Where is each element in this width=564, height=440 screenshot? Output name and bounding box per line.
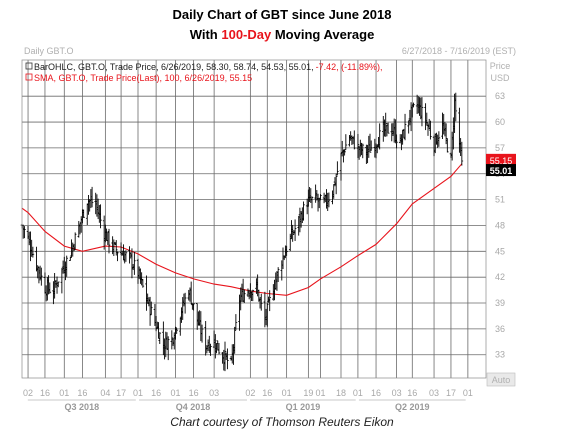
x-tick-label: 04 bbox=[100, 388, 110, 398]
chart-subtitle: With 100-Day Moving Average bbox=[0, 27, 564, 42]
price-axis-currency: USD bbox=[490, 73, 510, 83]
y-tick-label: 39 bbox=[495, 298, 505, 308]
y-tick-label: 51 bbox=[495, 195, 505, 205]
x-tick-label: 17 bbox=[116, 388, 126, 398]
sma-legend-text: SMA, GBT.O, Trade Price(Last), 100, 6/26… bbox=[34, 73, 252, 83]
auto-scale-label: Auto bbox=[492, 375, 511, 385]
x-tick-label: 03 bbox=[392, 388, 402, 398]
chart-title: Daily Chart of GBT since June 2018 bbox=[172, 7, 392, 22]
sma-legend-icon bbox=[25, 73, 33, 81]
x-tick-label: 16 bbox=[371, 388, 381, 398]
date-axis: 02 16 01 16 04 17 01 16 01 16 03 02 16 01 19 01 18 01 16 03… bbox=[23, 388, 473, 412]
x-tick-label: 16 bbox=[262, 388, 272, 398]
y-tick-label: 60 bbox=[495, 117, 505, 127]
x-tick-label: 16 bbox=[77, 388, 87, 398]
chart-date-range: 6/27/2018 - 7/16/2019 (EST) bbox=[402, 46, 516, 56]
x-tick-label: 01 bbox=[133, 388, 143, 398]
quarter-label: Q2 2019 bbox=[395, 402, 430, 412]
ohlc-series bbox=[20, 92, 464, 372]
subtitle-highlight: 100-Day bbox=[221, 27, 272, 42]
ohlc-legend-text: BarOHLC, GBT.O, Trade Price, 6/26/2019, … bbox=[34, 62, 314, 72]
x-tick-label: 16 bbox=[40, 388, 50, 398]
x-tick-label: 01 bbox=[282, 388, 292, 398]
x-tick-label: 01 bbox=[170, 388, 180, 398]
x-tick-label: 16 bbox=[151, 388, 161, 398]
price-chart[interactable]: Daily GBT.O 6/27/2018 - 7/16/2019 (EST) … bbox=[0, 0, 564, 412]
x-tick-label: 02 bbox=[23, 388, 33, 398]
sma-last-value: 55.15 bbox=[490, 156, 513, 166]
x-tick-label: 18 bbox=[336, 388, 346, 398]
sma-last-value-tag bbox=[486, 153, 516, 166]
x-tick-label: 03 bbox=[429, 388, 439, 398]
legend: BarOHLC, GBT.O, Trade Price, 6/26/2019, … bbox=[25, 62, 383, 83]
subtitle-suffix: Moving Average bbox=[271, 27, 375, 42]
y-tick-label: 63 bbox=[495, 91, 505, 101]
price-axis-header: Price bbox=[490, 61, 511, 71]
quarter-label: Q3 2018 bbox=[65, 402, 100, 412]
x-tick-label: 19 bbox=[303, 388, 313, 398]
x-tick-label: 03 bbox=[209, 388, 219, 398]
plot-frame bbox=[21, 59, 487, 379]
sma-line bbox=[21, 163, 463, 296]
quarter-label: Q4 2018 bbox=[176, 402, 211, 412]
x-tick-label: 01 bbox=[353, 388, 363, 398]
y-tick-label: 36 bbox=[495, 324, 505, 334]
quarter-label: Q1 2019 bbox=[286, 402, 321, 412]
x-tick-label: 01 bbox=[315, 388, 325, 398]
y-tick-label: 42 bbox=[495, 272, 505, 282]
x-tick-label: 16 bbox=[407, 388, 417, 398]
ohlc-legend-change: -7.42, (-11.89%), bbox=[316, 62, 383, 72]
subtitle-prefix: With bbox=[189, 27, 222, 42]
y-tick-label: 57 bbox=[495, 143, 505, 153]
y-tick-label: 33 bbox=[495, 350, 505, 360]
x-tick-label: 01 bbox=[463, 388, 473, 398]
x-tick-label: 01 bbox=[59, 388, 69, 398]
x-tick-label: 17 bbox=[446, 388, 456, 398]
x-tick-label: 16 bbox=[189, 388, 199, 398]
sma-series bbox=[21, 163, 463, 296]
y-tick-label: 48 bbox=[495, 220, 505, 230]
chart-window-name: Daily GBT.O bbox=[24, 46, 74, 56]
x-tick-label: 02 bbox=[245, 388, 255, 398]
y-tick-label: 45 bbox=[495, 246, 505, 256]
auto-scale-button[interactable] bbox=[486, 372, 516, 387]
ohlc-legend-icon bbox=[25, 62, 33, 70]
chart-caption: Chart courtesy of Thomson Reuters Eikon bbox=[170, 415, 394, 429]
gridlines bbox=[22, 60, 486, 378]
price-axis: 3336394245485154576063 bbox=[495, 91, 505, 360]
svg-text:BarOHLC, GBT.O, Trade Price, 6: BarOHLC, GBT.O, Trade Price, 6/26/2019, … bbox=[34, 62, 383, 72]
close-last-value-tag bbox=[486, 164, 516, 177]
close-last-value: 55.01 bbox=[490, 166, 513, 176]
